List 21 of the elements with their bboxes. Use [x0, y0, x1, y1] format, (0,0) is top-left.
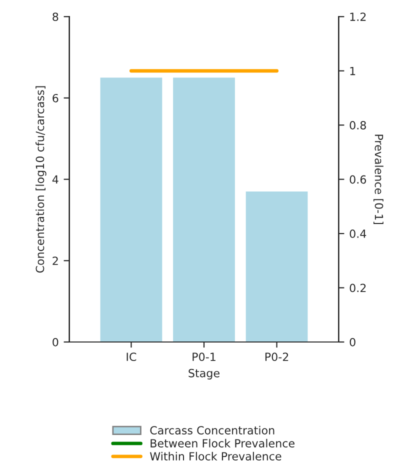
y2-tick-label: 1.2: [350, 12, 366, 21]
y-tick-label: 8: [52, 12, 58, 22]
y2-tick-label: 0: [350, 338, 356, 346]
y2-tick-label: 0.8: [350, 121, 366, 130]
y-tick-label: 6: [52, 94, 58, 102]
y-tick-label: 2: [52, 256, 58, 265]
x-axis-title: Stage: [188, 368, 220, 380]
y2-tick-label: 0.2: [350, 284, 366, 292]
x-tick-label: P0-1: [192, 352, 216, 362]
y2-tick-label: 1: [350, 66, 356, 76]
legend-label: Carcass Concentration: [150, 426, 274, 435]
y-axis-title: Concentration [log10 cfu/carcass]: [36, 86, 46, 273]
legend-label: Within Flock Prevalence: [150, 452, 282, 460]
y2-axis-title: Prevalence [0-1]: [373, 134, 384, 224]
x-tick-label: P0-2: [265, 352, 288, 362]
y-tick-label: 0: [52, 338, 58, 346]
x-tick-label: IC: [126, 352, 136, 362]
y2-tick-label: 0.4: [350, 230, 366, 238]
y2-tick-label: 0.6: [350, 175, 366, 184]
legend-label: Between Flock Prevalence: [150, 438, 294, 448]
y-tick-label: 4: [52, 175, 58, 184]
